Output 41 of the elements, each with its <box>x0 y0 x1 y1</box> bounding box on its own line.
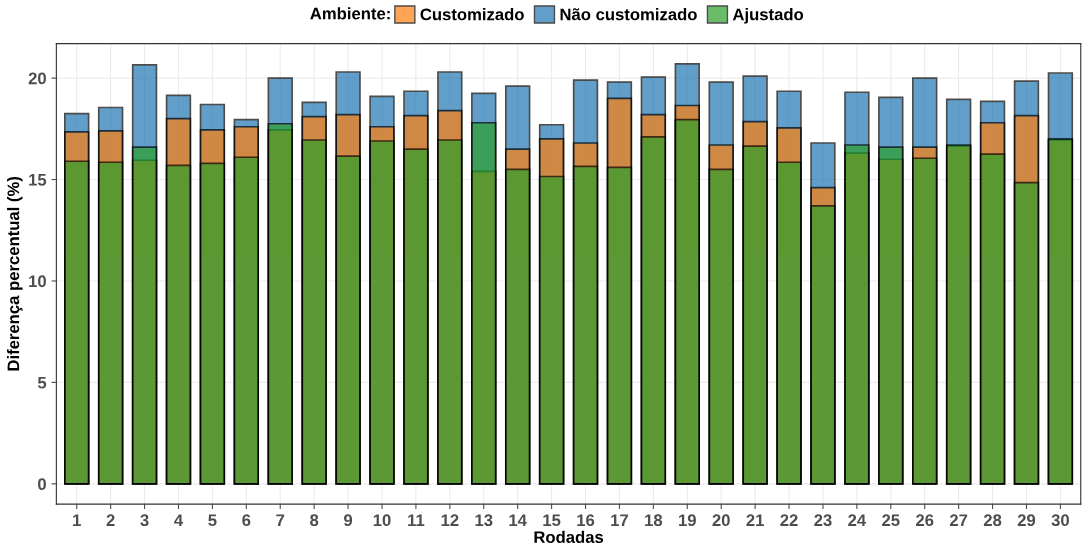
legend-label: Customizado <box>420 8 524 21</box>
y-tick-label: 10 <box>29 275 46 288</box>
x-tick-label: 1 <box>73 514 81 526</box>
y-tick-label: 5 <box>37 376 47 389</box>
x-tick-label: 19 <box>679 514 696 527</box>
y-tick-label: 15 <box>29 174 47 186</box>
legend-title: Ambiente: <box>310 7 390 20</box>
x-tick-label: 7 <box>276 514 285 526</box>
x-tick-label: 10 <box>373 514 391 527</box>
x-tick-label: 16 <box>577 514 595 527</box>
x-tick-label: 8 <box>310 514 319 527</box>
x-tick-label: 21 <box>746 514 764 526</box>
x-tick-label: 24 <box>848 514 867 526</box>
x-tick-label: 29 <box>1017 514 1036 527</box>
x-tick-label: 17 <box>611 514 628 526</box>
x-tick-label: 23 <box>814 514 832 527</box>
y-tick-label: 0 <box>38 478 46 491</box>
x-axis-title: Rodadas <box>534 530 604 544</box>
x-tick-label: 9 <box>344 514 353 527</box>
x-tick-label: 12 <box>441 514 459 526</box>
x-tick-label: 13 <box>475 514 493 527</box>
x-tick-label: 27 <box>949 514 968 526</box>
x-tick-label: 6 <box>242 514 251 527</box>
legend-label: Ajustado <box>732 8 804 24</box>
x-tick-label: 4 <box>174 514 184 526</box>
x-tick-label: 20 <box>712 514 730 527</box>
x-tick-label: 3 <box>140 514 149 527</box>
x-tick-label: 18 <box>645 514 663 527</box>
x-tick-label: 30 <box>1051 514 1069 527</box>
legend-label: Não customizado <box>560 8 697 21</box>
x-tick-label: 14 <box>509 514 527 526</box>
x-tick-label: 28 <box>983 514 1002 527</box>
x-tick-label: 2 <box>106 514 115 526</box>
y-axis-title: Diferença percentual (%) <box>7 176 23 371</box>
x-tick-label: 22 <box>780 514 798 526</box>
x-tick-label: 25 <box>882 514 900 527</box>
y-tick-label: 20 <box>28 72 46 85</box>
x-tick-label: 11 <box>408 514 425 526</box>
x-tick-label: 5 <box>208 514 217 527</box>
x-tick-label: 26 <box>916 514 934 527</box>
x-tick-label: 15 <box>543 514 561 527</box>
